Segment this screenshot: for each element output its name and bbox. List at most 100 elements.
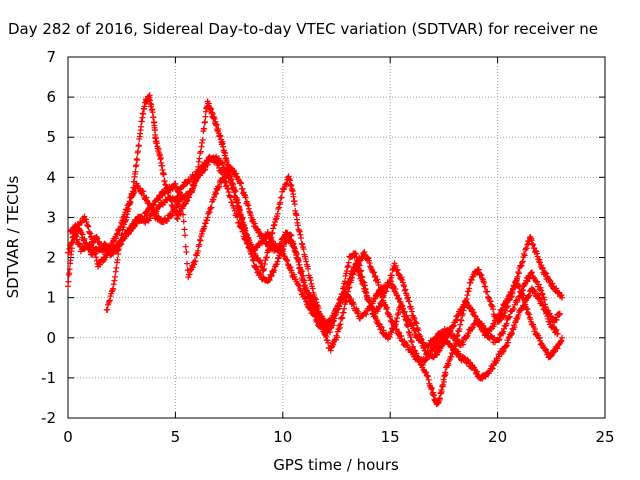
data-point-s2 <box>266 276 273 283</box>
gridlines <box>68 57 605 418</box>
data-point-s1 <box>535 281 542 288</box>
data-point-s1 <box>538 290 545 297</box>
data-point-s3 <box>271 221 278 228</box>
data-point-s2 <box>140 188 147 195</box>
x-axis-title: GPS time / hours <box>273 456 399 474</box>
data-point-s2 <box>113 235 120 242</box>
data-point-s4 <box>339 315 346 322</box>
data-points <box>65 92 566 408</box>
data-point-s1 <box>355 308 362 315</box>
y-tick-label: 4 <box>46 168 56 186</box>
data-point-s3 <box>297 231 304 238</box>
data-point-s3 <box>291 201 298 208</box>
data-point-s1 <box>510 306 517 313</box>
data-point-s1 <box>501 325 508 332</box>
data-point-s2 <box>274 258 281 265</box>
data-point-s4 <box>197 237 204 244</box>
data-point-s2 <box>249 256 256 263</box>
data-point-s3 <box>138 123 145 130</box>
data-point-s2 <box>86 229 93 236</box>
data-point-s3 <box>408 339 415 346</box>
data-point-s3 <box>458 317 465 324</box>
data-point-s1 <box>392 286 399 293</box>
data-point-s1 <box>539 291 546 298</box>
data-point-s3 <box>110 281 117 288</box>
data-point-s3 <box>111 277 118 284</box>
data-point-s4 <box>181 226 188 233</box>
axis-ticks: 0 5 10 15 20 25 -2 -1 0 1 2 3 4 5 6 7 <box>41 48 615 446</box>
data-point-s4 <box>196 236 203 243</box>
data-point-s3 <box>465 288 472 295</box>
data-point-s2 <box>84 222 91 229</box>
data-point-s1 <box>224 185 231 192</box>
data-point-s1 <box>528 269 535 276</box>
data-point-s2 <box>101 256 108 263</box>
data-point-s3 <box>275 205 282 212</box>
data-point-s1 <box>394 292 401 299</box>
data-point-s3 <box>344 264 351 271</box>
y-tick-label: 0 <box>46 329 56 347</box>
data-point-s4 <box>245 205 252 212</box>
data-point-s1 <box>75 240 82 247</box>
data-point-s3 <box>263 254 270 261</box>
data-point-s1 <box>146 215 153 222</box>
data-point-s3 <box>467 279 474 286</box>
data-point-s1 <box>348 295 355 302</box>
data-point-s3 <box>112 273 119 280</box>
data-point-s1 <box>495 337 502 344</box>
data-point-s2 <box>87 233 94 240</box>
y-axis-title: SDTVAR / TECUs <box>4 175 22 298</box>
data-point-s1 <box>503 320 510 327</box>
data-point-s4 <box>180 218 187 225</box>
data-point-s3 <box>140 110 147 117</box>
data-point-s1 <box>350 301 357 308</box>
data-point-s1 <box>264 229 271 236</box>
data-point-s3 <box>296 227 303 234</box>
data-point-s1 <box>556 310 563 317</box>
data-point-s3 <box>113 264 120 271</box>
data-point-s3 <box>515 270 522 277</box>
data-point-s1 <box>496 336 503 343</box>
data-point-s3 <box>104 306 111 313</box>
data-point-s4 <box>183 260 190 267</box>
x-tick-label: 5 <box>171 428 181 446</box>
x-tick-label: 0 <box>63 428 73 446</box>
data-point-s2 <box>113 231 120 238</box>
y-tick-label: 7 <box>46 48 56 66</box>
data-point-s3 <box>270 225 277 232</box>
data-point-s2 <box>271 267 278 274</box>
data-point-s2 <box>204 161 211 168</box>
data-point-s2 <box>85 223 92 230</box>
data-point-s2 <box>268 272 275 279</box>
data-point-s2 <box>202 166 209 173</box>
data-point-s4 <box>182 243 189 250</box>
data-point-s1 <box>526 275 533 282</box>
data-point-s3 <box>195 158 202 165</box>
data-point-s1 <box>506 313 513 320</box>
data-point-s3 <box>109 287 116 294</box>
data-point-s1 <box>94 235 101 242</box>
y-tick-label: -2 <box>41 409 56 427</box>
data-point-s1 <box>553 317 560 324</box>
data-point-s1 <box>538 287 545 294</box>
data-point-s3 <box>135 142 142 149</box>
data-point-s1 <box>283 256 290 263</box>
data-point-s1 <box>225 189 232 196</box>
data-point-s1 <box>537 284 544 291</box>
data-point-s3 <box>345 262 352 269</box>
data-point-s4 <box>239 185 246 192</box>
data-point-s4 <box>183 248 190 255</box>
data-point-s3 <box>345 259 352 266</box>
data-point-s1 <box>296 282 303 289</box>
data-point-s3 <box>133 162 140 169</box>
data-point-s3 <box>199 136 206 143</box>
data-point-s4 <box>65 278 72 285</box>
data-point-s2 <box>93 254 100 261</box>
data-point-s1 <box>284 257 291 264</box>
data-point-s3 <box>275 204 282 211</box>
data-point-s3 <box>112 268 119 275</box>
data-point-s1 <box>371 295 378 302</box>
data-point-s2 <box>201 167 208 174</box>
data-point-s2 <box>105 249 112 256</box>
